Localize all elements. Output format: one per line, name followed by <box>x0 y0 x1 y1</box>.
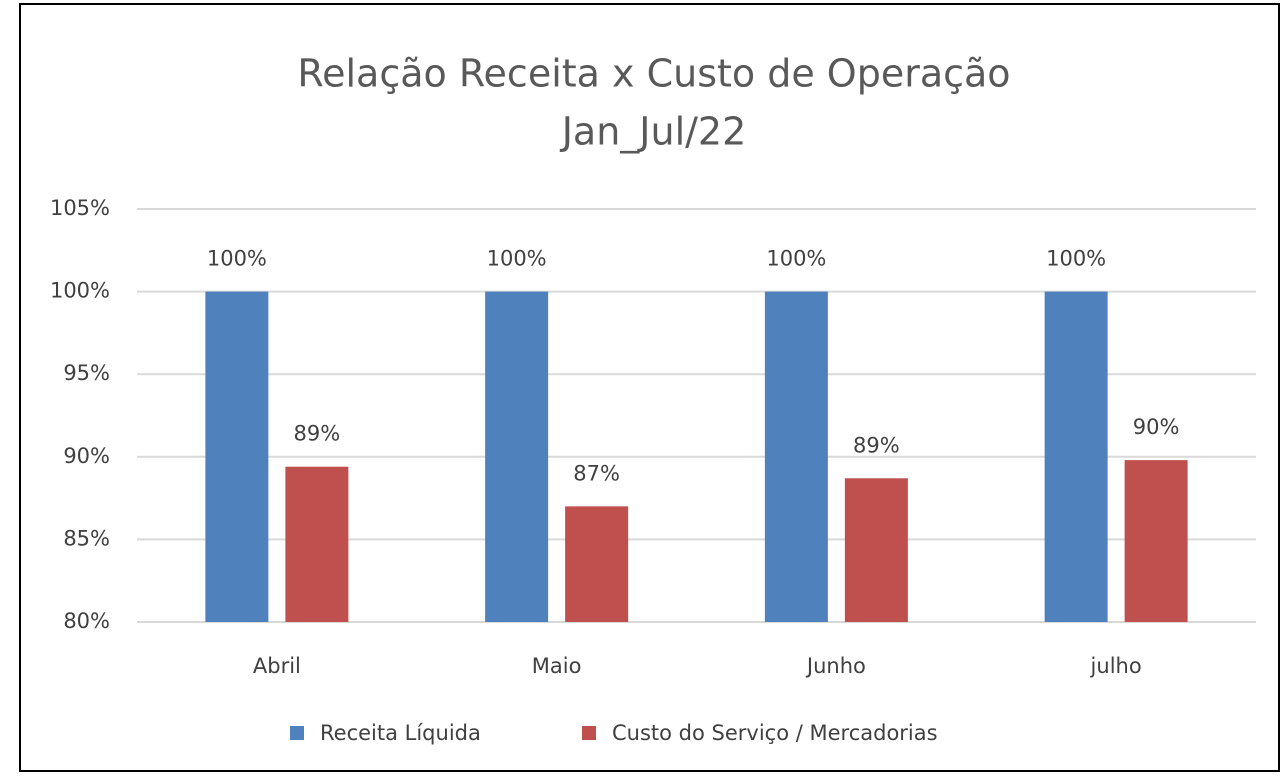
legend-label: Receita Líquida <box>320 721 481 745</box>
x-tick-label: Junho <box>805 654 866 678</box>
y-tick-label: 100% <box>50 279 110 303</box>
x-tick-label: Abril <box>253 654 301 678</box>
bar <box>1124 460 1188 622</box>
value-label: 90% <box>1133 415 1180 439</box>
chart-subtitle: Jan_Jul/22 <box>560 110 747 154</box>
chart-title: Relação Receita x Custo de Operação <box>297 52 1010 96</box>
bar <box>844 478 908 622</box>
y-tick-label: 95% <box>63 361 110 385</box>
value-label: 87% <box>573 461 620 485</box>
bar <box>1044 291 1108 622</box>
legend-label: Custo do Serviço / Mercadorias <box>612 721 938 745</box>
value-label: 100% <box>207 247 267 271</box>
legend-swatch <box>290 726 304 740</box>
value-label: 89% <box>853 433 900 457</box>
y-tick-label: 80% <box>63 609 110 633</box>
value-label: 100% <box>487 247 547 271</box>
x-tick-label: julho <box>1090 654 1142 678</box>
y-tick-label: 85% <box>63 526 110 550</box>
bar <box>565 506 629 622</box>
bar <box>764 291 828 622</box>
legend-swatch <box>582 726 596 740</box>
bar <box>485 291 549 622</box>
value-label: 100% <box>766 247 826 271</box>
value-label: 100% <box>1046 247 1106 271</box>
y-tick-label: 90% <box>63 444 110 468</box>
x-tick-label: Maio <box>532 654 582 678</box>
bar <box>285 466 349 622</box>
y-tick-label: 105% <box>50 196 110 220</box>
value-label: 89% <box>294 422 341 446</box>
bar <box>205 291 269 622</box>
